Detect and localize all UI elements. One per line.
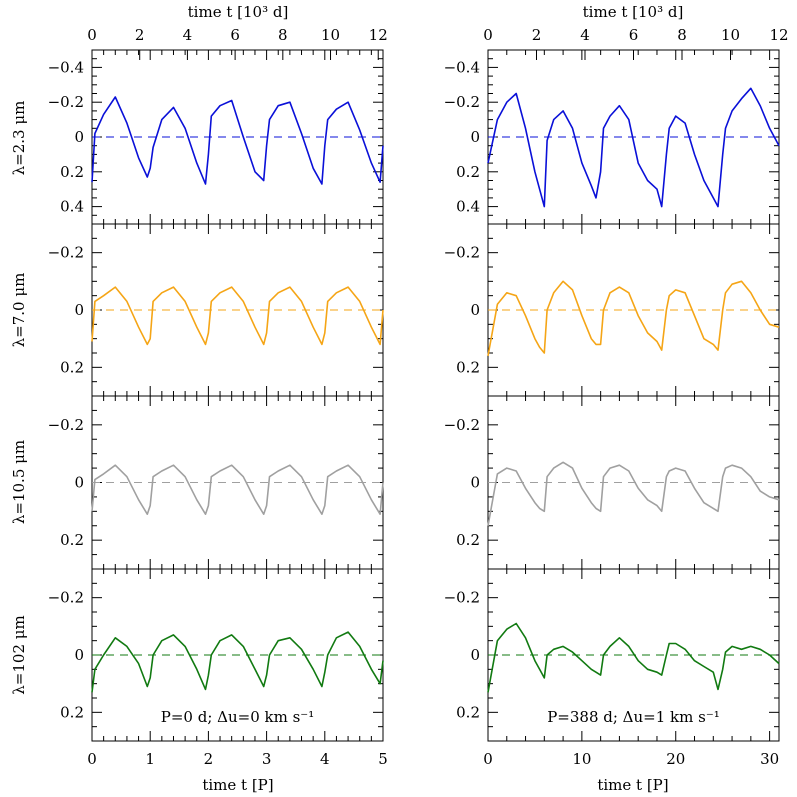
y-tick-label: 0.2 <box>456 703 480 721</box>
series-line <box>487 622 780 693</box>
panel-left-row3: −0.2 0 0.2 <box>48 395 384 570</box>
x-tick-label: 20 <box>666 750 685 768</box>
top-tick-label: 2 <box>135 26 145 44</box>
x-tick-label: 2 <box>204 750 214 768</box>
top-axis-label-right: time t [10³ d] <box>583 3 684 21</box>
y-tick-label: 0.4 <box>60 198 84 216</box>
y-tick-label: 0.2 <box>60 703 84 721</box>
x-tick-label: 10 <box>572 750 591 768</box>
x-tick-label: 5 <box>378 750 388 768</box>
y-tick-label: 0 <box>74 474 84 492</box>
x-tick-label: 4 <box>320 750 330 768</box>
top-tick-label: 10 <box>721 26 740 44</box>
x-tick-label: 3 <box>262 750 272 768</box>
y-tick-label: −0.2 <box>444 93 480 111</box>
y-tick-label: 0 <box>470 128 480 146</box>
y-tick-label: −0.2 <box>444 589 480 607</box>
ylabel-row2: λ=7.0 μm <box>10 273 28 348</box>
y-tick-label: −0.2 <box>48 589 84 607</box>
y-tick-label: −0.2 <box>48 416 84 434</box>
x-tick-label: 30 <box>760 750 779 768</box>
top-tick-label: 8 <box>278 26 288 44</box>
panel-right-row3: −0.2 0 0.2 <box>444 395 780 570</box>
y-tick-label: −0.4 <box>444 58 480 76</box>
axis-titles: time t [10³ d] time t [10³ d] time t [P]… <box>188 3 684 794</box>
y-tick-label: 0.2 <box>456 531 480 549</box>
top-tick-label: 4 <box>183 26 193 44</box>
top-tick-label: 12 <box>369 26 388 44</box>
top-tick-label: 4 <box>580 26 590 44</box>
series-line <box>91 464 384 516</box>
y-tick-label: 0.2 <box>60 531 84 549</box>
ylabel-row1: λ=2.3 μm <box>10 101 28 176</box>
y-tick-label: −0.2 <box>48 93 84 111</box>
y-tick-label: 0.2 <box>60 163 84 181</box>
top-tick-label: 8 <box>677 26 687 44</box>
y-tick-label: 0 <box>74 301 84 319</box>
x-tick-label: 0 <box>483 750 493 768</box>
row-labels: λ=2.3 μm λ=7.0 μm λ=10.5 μm λ=102 μm <box>10 101 28 695</box>
bottom-axis-label-right: time t [P] <box>597 776 668 794</box>
ylabel-row4: λ=102 μm <box>10 615 28 694</box>
series-line <box>487 461 780 526</box>
x-tick-label: 1 <box>145 750 155 768</box>
panel-annotation: P=0 d; Δu=0 km s⁻¹ <box>161 708 314 726</box>
y-tick-label: 0 <box>74 128 84 146</box>
y-tick-label: −0.4 <box>48 58 84 76</box>
panel-right-row4: −0.2 0 0.2 0 10 20 30 P=388 d; Δu=1 km s⁻¹ <box>444 568 780 768</box>
series-line <box>487 87 780 208</box>
top-tick-label: 6 <box>629 26 639 44</box>
series-line <box>91 96 384 185</box>
panel-right-row2: −0.2 0 0.2 <box>444 223 780 397</box>
top-axis-label-left: time t [10³ d] <box>188 3 289 21</box>
ylabel-row3: λ=10.5 μm <box>10 440 28 524</box>
y-tick-label: 0 <box>74 646 84 664</box>
series-line <box>91 286 384 346</box>
y-tick-label: 0 <box>470 646 480 664</box>
y-tick-label: 0.2 <box>456 358 480 376</box>
x-tick-label: 0 <box>87 750 97 768</box>
panel-left-row2: −0.2 0 0.2 <box>48 223 384 397</box>
y-tick-label: 0.2 <box>60 358 84 376</box>
top-tick-label: 0 <box>87 26 97 44</box>
y-tick-label: −0.2 <box>444 416 480 434</box>
top-tick-label: 0 <box>483 26 493 44</box>
y-tick-label: −0.2 <box>48 244 84 262</box>
series-line <box>91 631 384 693</box>
y-tick-label: 0.4 <box>456 198 480 216</box>
top-tick-label: 6 <box>230 26 240 44</box>
panel-left-row1: −0.4 −0.2 0 0.2 0.4 0 2 4 6 8 10 12 <box>48 26 388 225</box>
y-tick-label: 0 <box>470 474 480 492</box>
y-tick-label: −0.2 <box>444 244 480 262</box>
y-tick-label: 0.2 <box>456 163 480 181</box>
top-tick-label: 12 <box>769 26 788 44</box>
bottom-axis-label-left: time t [P] <box>202 776 273 794</box>
top-tick-label: 2 <box>532 26 542 44</box>
plot-panels: −0.4−0.200.20.40 2 4 6 8 10 12−0.200.2−0.200.2… <box>48 26 789 768</box>
series-line <box>487 280 780 357</box>
panel-annotation: P=388 d; Δu=1 km s⁻¹ <box>547 708 720 726</box>
y-tick-label: 0 <box>470 301 480 319</box>
panel-right-row1: −0.4 −0.2 0 0.2 0.4 0 2 4 6 8 10 12 <box>444 26 789 225</box>
top-tick-label: 10 <box>321 26 340 44</box>
panel-left-row4: −0.2 0 0.2 0 1 2 3 4 5 P=0 d; Δu=0 km s⁻¹ <box>48 568 388 768</box>
